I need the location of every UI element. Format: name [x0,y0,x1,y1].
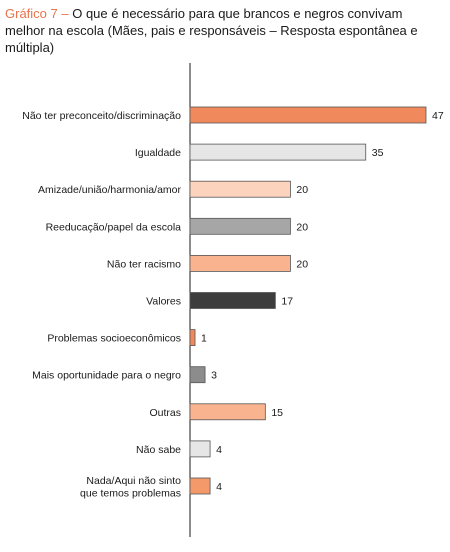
value-label: 4 [216,481,222,493]
chart-title: Gráfico 7 – O que é necessário para que … [5,5,445,56]
value-label: 1 [201,333,207,345]
bar [189,403,266,421]
category-label: Valores [146,296,181,308]
value-label: 4 [216,444,222,456]
bar [189,292,276,309]
category-label: Igualdade [135,147,181,159]
bar [189,106,427,124]
chart-title-text: O que é necessário para que brancos e ne… [5,6,418,55]
bar [189,217,291,235]
value-label: 3 [211,370,217,382]
chart-title-prefix: Gráfico 7 – [5,6,69,21]
value-label: 35 [372,147,384,159]
bar [189,329,196,347]
bar [189,143,367,161]
category-label: Outras [149,407,181,419]
bar [189,254,291,272]
category-label: Não ter racismo [107,258,181,270]
bar [189,366,206,384]
bar [189,477,211,495]
category-label: Não sabe [136,444,181,456]
category-label: Mais oportunidade para o negro [32,370,181,382]
category-label: Não ter preconceito/discriminação [22,110,181,122]
category-label: Amizade/união/harmonia/amor [38,184,181,196]
category-label: Reeducação/papel da escola [46,221,182,233]
value-label: 20 [296,221,308,233]
value-label: 17 [281,296,293,308]
bar [189,440,211,458]
value-label: 15 [271,407,283,419]
value-label: 20 [296,258,308,270]
value-label: 20 [296,184,308,196]
category-label: Nada/Aqui não sinto que temos problemas [80,475,181,500]
value-label: 47 [432,110,444,122]
bar [189,180,291,198]
category-label: Problemas socioeconômicos [47,333,181,345]
